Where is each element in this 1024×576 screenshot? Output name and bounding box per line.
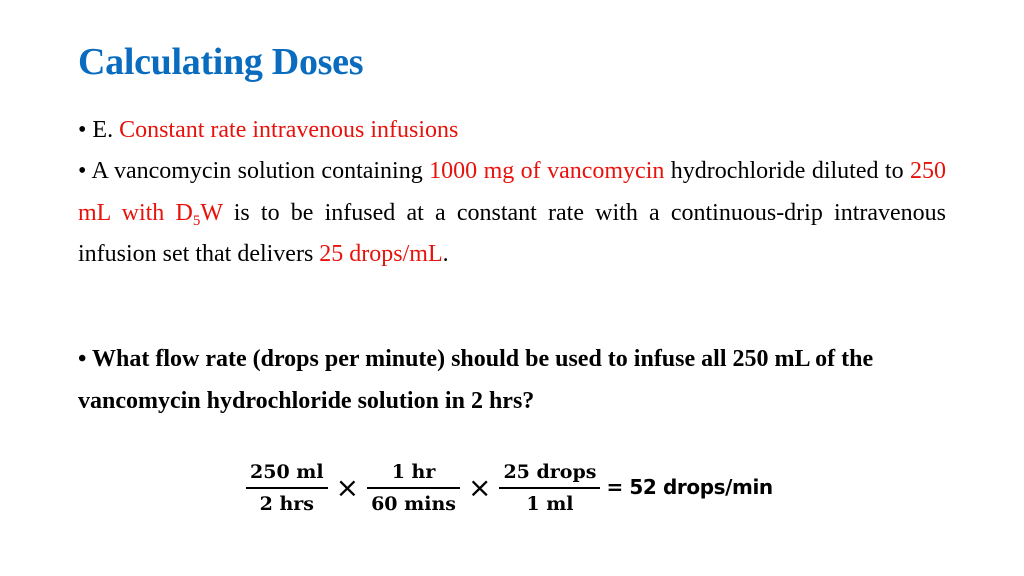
problem-statement: • A vancomycin solution containing 1000 … xyxy=(78,151,946,276)
multiply-icon: × xyxy=(335,470,360,504)
statement-text-1: A vancomycin solution containing xyxy=(91,158,430,184)
question-text: What flow rate (drops per minute) should… xyxy=(78,346,874,414)
numerator: 25 drops xyxy=(503,461,597,483)
denominator: 1 ml xyxy=(526,493,574,515)
section-prefix: E. xyxy=(92,117,114,143)
denominator: 2 hrs xyxy=(259,493,314,515)
highlight-dose: 1000 mg of vancomycin xyxy=(429,158,665,184)
bullet-marker: • xyxy=(78,117,87,143)
question: • What flow rate (drops per minute) shou… xyxy=(78,339,946,422)
slide-title: Calculating Doses xyxy=(78,41,364,83)
fraction-hour-minutes: 1 hr 60 mins xyxy=(365,457,462,519)
highlight-volume: 250 mL with D5W xyxy=(78,158,947,229)
fraction-volume-time: 250 ml 2 hrs xyxy=(244,457,330,519)
highlight-drop-factor: 25 drops/mL xyxy=(319,241,443,267)
subscript-5: 5 xyxy=(192,212,201,229)
equation-result: = 52 drops/min xyxy=(606,475,773,499)
bullet-marker: • xyxy=(78,346,87,372)
statement-text-2: hydrochloride diluted to xyxy=(664,158,911,184)
multiply-icon: × xyxy=(467,470,492,504)
numerator: 1 hr xyxy=(391,461,436,483)
highlight-volume-end: W xyxy=(200,199,223,226)
statement-text-3: is to be infused at a constant rate with… xyxy=(78,199,947,268)
fraction-bar xyxy=(499,487,601,489)
fraction-bar xyxy=(246,487,328,489)
bullet-marker: • xyxy=(78,158,87,184)
calculation-equation: 250 ml 2 hrs × 1 hr 60 mins × 25 drops 1… xyxy=(244,448,773,528)
fraction-drop-factor: 25 drops 1 ml xyxy=(497,457,602,519)
numerator: 250 ml xyxy=(250,461,324,483)
bullet-infusion-type: • E. Constant rate intravenous infusions xyxy=(78,110,946,152)
denominator: 60 mins xyxy=(371,493,456,515)
statement-text-4: . xyxy=(442,241,449,267)
section-heading-highlight: Constant rate intravenous infusions xyxy=(119,117,459,143)
fraction-bar xyxy=(367,487,460,489)
highlight-volume-text: 250 mL with D xyxy=(78,158,947,226)
